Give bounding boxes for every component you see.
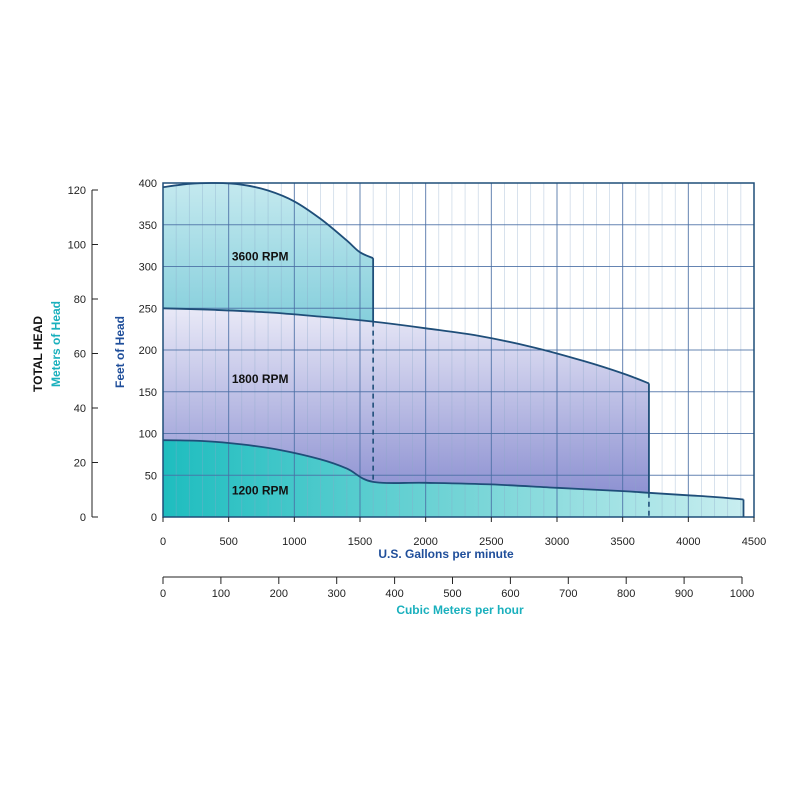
y-primary-tick-label: 100 <box>139 429 157 441</box>
label-1200-rpm: 1200 RPM <box>232 483 289 497</box>
y-primary-tick-label: 250 <box>139 303 157 315</box>
label-1800-rpm: 1800 RPM <box>232 372 289 386</box>
x-secondary-tick-label: 300 <box>328 588 346 600</box>
x-primary-tick-label: 500 <box>219 536 237 548</box>
x-secondary-tick-label: 200 <box>270 588 288 600</box>
y-secondary-tick-label: 100 <box>68 240 86 252</box>
y-secondary-tick-label: 40 <box>74 403 86 415</box>
y-secondary-axis-label: Meters of Head <box>49 301 63 387</box>
y-secondary-tick-label: 120 <box>68 185 86 197</box>
curve-1800-rpm <box>162 307 650 385</box>
x-primary-tick-label: 1000 <box>282 536 306 548</box>
y-primary-tick-label: 50 <box>145 470 157 482</box>
y-primary-tick-label: 200 <box>139 345 157 357</box>
rpm-labels: 3600 RPM 1800 RPM 1200 RPM <box>232 249 289 497</box>
x-secondary-tick-label: 0 <box>160 588 166 600</box>
x-primary-tick-label: 3000 <box>545 536 569 548</box>
x-primary-tick-label: 1500 <box>348 536 372 548</box>
x-secondary-tick-label: 700 <box>559 588 577 600</box>
plot-frame <box>162 182 755 518</box>
x-primary-tick-label: 3500 <box>610 536 634 548</box>
x-primary-tick-label: 2000 <box>413 536 437 548</box>
y-primary-tick-label: 400 <box>139 178 157 190</box>
y-primary-axis-label: Feet of Head <box>113 316 127 388</box>
area-1200-rpm <box>163 440 744 517</box>
y-primary-tick-label: 150 <box>139 387 157 399</box>
y-secondary-tick-label: 0 <box>80 512 86 524</box>
x-secondary-tick-label: 500 <box>443 588 461 600</box>
x-primary-tick-label: 2500 <box>479 536 503 548</box>
x-primary-tick-label: 4000 <box>676 536 700 548</box>
x-secondary-tick-label: 600 <box>501 588 519 600</box>
grid-overlay <box>162 182 755 518</box>
y-secondary-tick-label: 60 <box>74 349 86 361</box>
x-secondary-tick-label: 900 <box>675 588 693 600</box>
y-secondary-tick-label: 80 <box>74 294 86 306</box>
x-secondary-tick-label: 1000 <box>730 588 754 600</box>
y-primary-tick-label: 350 <box>139 220 157 232</box>
x-primary-axis-label: U.S. Gallons per minute <box>378 547 514 561</box>
curve-3600-rpm <box>162 182 374 259</box>
x-secondary-tick-label: 100 <box>212 588 230 600</box>
curve-1200-rpm <box>162 439 744 501</box>
y-primary-tick-label: 0 <box>151 512 157 524</box>
x-primary-tick-label: 0 <box>160 536 166 548</box>
x-secondary-tick-label: 400 <box>385 588 403 600</box>
rpm-curves <box>162 182 745 517</box>
x-secondary-tick-label: 800 <box>617 588 635 600</box>
y-primary-tick-label: 300 <box>139 262 157 274</box>
x-primary-tick-label: 4500 <box>742 536 766 548</box>
area-1800-rpm <box>163 308 649 493</box>
x-secondary-axis-label: Cubic Meters per hour <box>396 603 524 617</box>
y-secondary-tick-label: 20 <box>74 458 86 470</box>
y-axis-title: TOTAL HEAD <box>31 316 45 392</box>
label-3600-rpm: 3600 RPM <box>232 249 289 263</box>
